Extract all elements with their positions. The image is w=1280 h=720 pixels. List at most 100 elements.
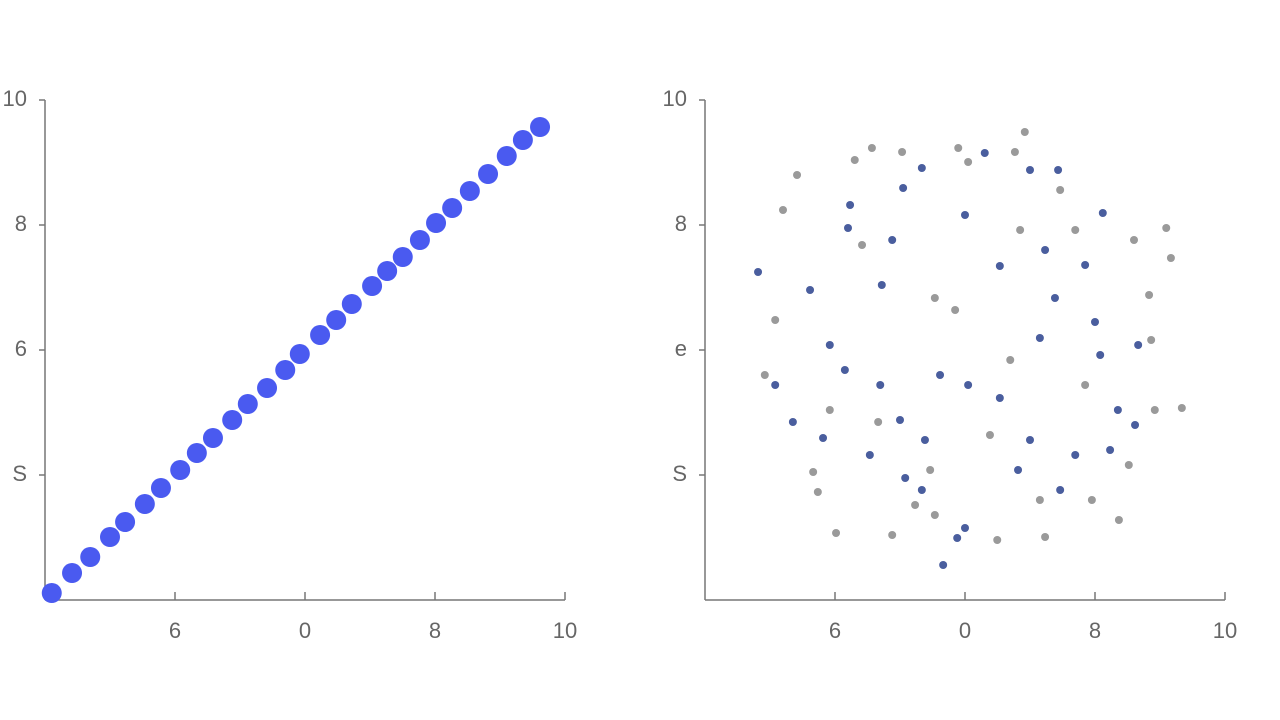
point bbox=[275, 360, 296, 380]
point bbox=[1124, 461, 1133, 469]
point bbox=[459, 181, 480, 201]
point bbox=[237, 394, 258, 414]
point bbox=[819, 434, 828, 442]
point bbox=[954, 144, 963, 152]
point bbox=[1016, 226, 1025, 234]
point bbox=[41, 583, 62, 603]
point bbox=[754, 268, 763, 276]
point bbox=[1096, 351, 1105, 359]
point bbox=[80, 547, 101, 567]
point bbox=[1010, 148, 1019, 156]
point bbox=[1081, 381, 1090, 389]
point bbox=[865, 451, 874, 459]
point bbox=[888, 236, 897, 244]
x-tick-label: 8 bbox=[1089, 618, 1101, 643]
point bbox=[953, 534, 962, 542]
point bbox=[170, 460, 191, 480]
point bbox=[530, 117, 551, 137]
point bbox=[995, 394, 1004, 402]
x-tick-label: 10 bbox=[553, 618, 577, 643]
point bbox=[771, 381, 780, 389]
point bbox=[840, 366, 849, 374]
point bbox=[496, 146, 517, 166]
point bbox=[825, 341, 834, 349]
point bbox=[62, 563, 83, 583]
point bbox=[876, 381, 885, 389]
point bbox=[289, 344, 310, 364]
y-tick-label: S bbox=[12, 461, 27, 486]
point bbox=[392, 247, 413, 267]
point bbox=[896, 416, 904, 424]
point bbox=[779, 206, 787, 214]
point bbox=[1035, 496, 1044, 504]
point bbox=[930, 294, 939, 302]
point bbox=[150, 478, 171, 498]
point bbox=[985, 431, 994, 439]
point bbox=[1081, 261, 1090, 269]
point bbox=[134, 494, 155, 514]
point bbox=[961, 211, 969, 219]
y-tick-label: 10 bbox=[3, 86, 27, 111]
point bbox=[1054, 166, 1063, 174]
point bbox=[1150, 406, 1159, 414]
point bbox=[858, 241, 867, 249]
point bbox=[1026, 436, 1034, 444]
point bbox=[341, 294, 362, 314]
point bbox=[1041, 246, 1050, 254]
point bbox=[980, 149, 989, 157]
point bbox=[222, 410, 243, 430]
point bbox=[512, 130, 533, 150]
y-tick-label: 6 bbox=[15, 336, 27, 361]
x-tick-label: 0 bbox=[299, 618, 311, 643]
point bbox=[760, 371, 769, 379]
point bbox=[813, 488, 822, 496]
x-tick-label: 0 bbox=[959, 618, 971, 643]
point bbox=[1035, 334, 1044, 342]
point bbox=[1162, 224, 1171, 232]
point bbox=[1056, 186, 1065, 194]
point bbox=[898, 148, 907, 156]
point bbox=[202, 428, 223, 448]
point bbox=[793, 171, 802, 179]
point bbox=[1087, 496, 1096, 504]
point bbox=[1071, 451, 1080, 459]
point bbox=[1114, 516, 1123, 524]
point bbox=[1071, 226, 1080, 234]
point bbox=[310, 325, 331, 345]
point bbox=[115, 512, 136, 532]
point bbox=[993, 536, 1002, 544]
point bbox=[899, 184, 908, 192]
point bbox=[1091, 318, 1099, 326]
point bbox=[1106, 446, 1115, 454]
point bbox=[844, 224, 852, 232]
point bbox=[771, 316, 780, 324]
point bbox=[1006, 356, 1015, 364]
point bbox=[825, 406, 834, 414]
x-tick-label: 10 bbox=[1213, 618, 1237, 643]
point bbox=[806, 286, 815, 294]
y-tick-label: 8 bbox=[675, 211, 687, 236]
point bbox=[1050, 294, 1059, 302]
x-tick-label: 6 bbox=[169, 618, 181, 643]
point bbox=[1098, 209, 1107, 217]
y-tick-label: 8 bbox=[15, 211, 27, 236]
point bbox=[1131, 421, 1140, 429]
point bbox=[1020, 128, 1029, 136]
point bbox=[1130, 236, 1138, 244]
point bbox=[1177, 404, 1186, 412]
point bbox=[1113, 406, 1122, 414]
point bbox=[964, 381, 973, 389]
point bbox=[478, 164, 499, 184]
point bbox=[377, 261, 398, 281]
point bbox=[409, 230, 430, 250]
point bbox=[1041, 533, 1050, 541]
point bbox=[926, 466, 935, 474]
point bbox=[362, 276, 383, 296]
point bbox=[1026, 166, 1034, 174]
point bbox=[939, 561, 948, 569]
point bbox=[1056, 486, 1065, 494]
point bbox=[100, 527, 120, 547]
point bbox=[426, 213, 447, 233]
point bbox=[846, 201, 855, 209]
